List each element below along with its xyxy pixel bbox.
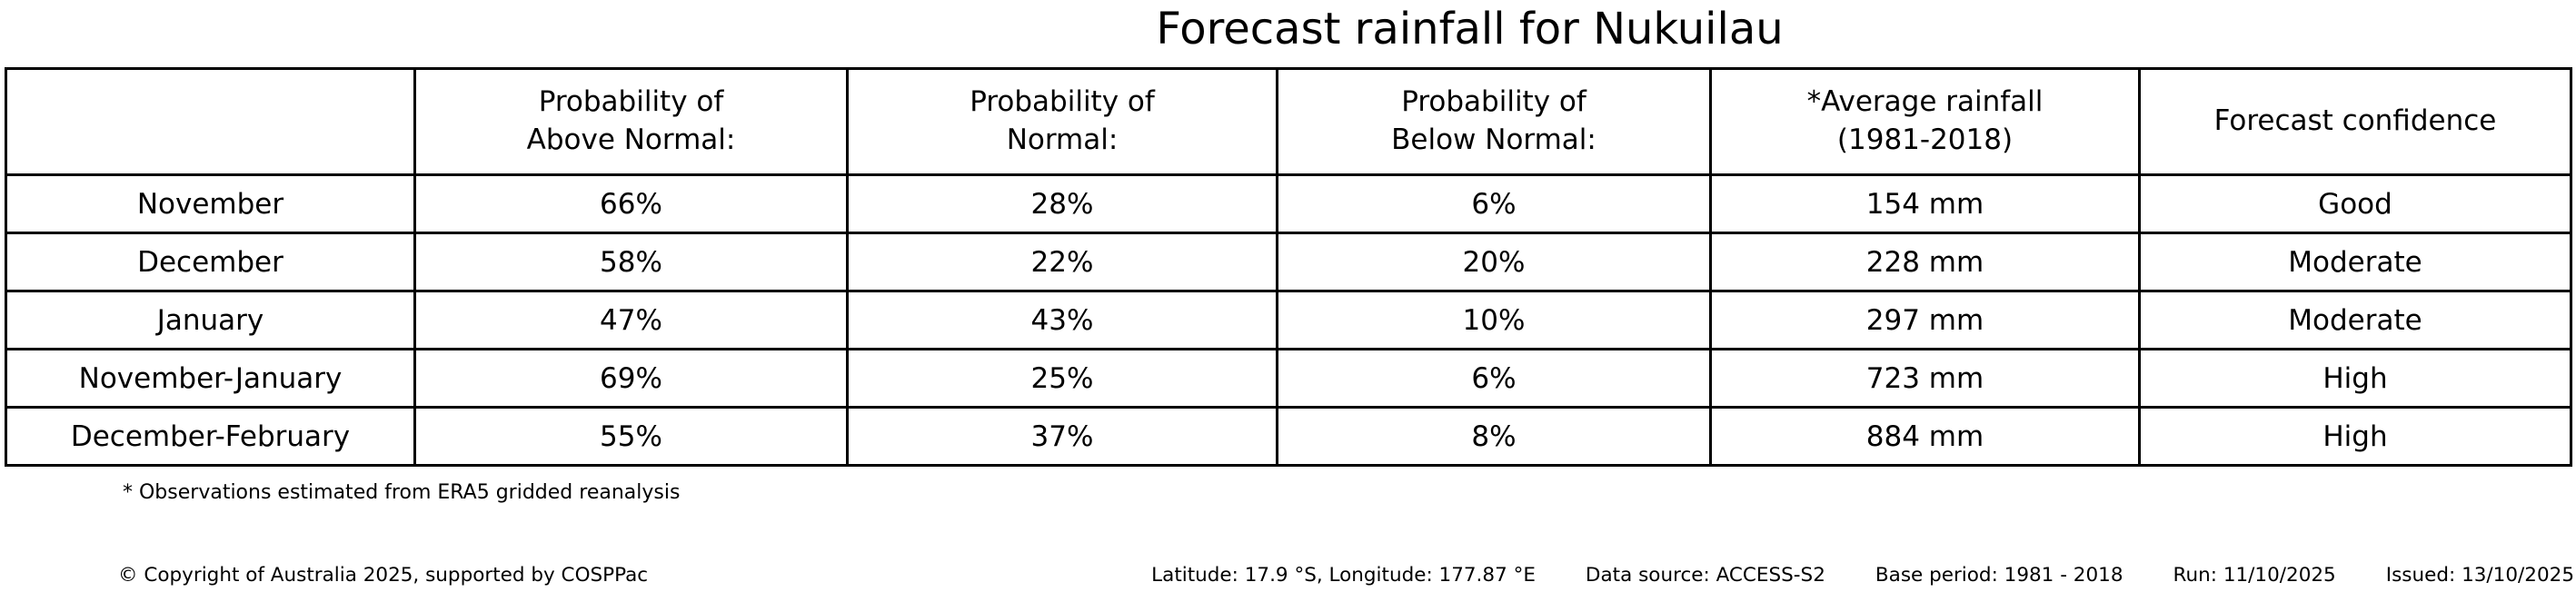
table-row: December-February 55% 37% 8% 884 mm High bbox=[5, 406, 2572, 467]
average-rainfall-cell: 723 mm bbox=[1709, 348, 2141, 409]
issued-date-text: Issued: 13/10/2025 bbox=[2385, 564, 2574, 587]
page-title: Forecast rainfall for Nukuilau bbox=[1156, 4, 1784, 54]
table-row: December 58% 22% 20% 228 mm Moderate bbox=[5, 232, 2572, 292]
normal-cell: 25% bbox=[846, 348, 1278, 409]
forecast-table: Probability of Above Normal: Probability… bbox=[5, 67, 2572, 467]
footer-metadata-bar: © Copyright of Australia 2025, supported… bbox=[0, 564, 2574, 587]
copyright-text: © Copyright of Australia 2025, supported… bbox=[118, 564, 649, 587]
period-cell: December bbox=[5, 232, 416, 292]
below-normal-cell: 10% bbox=[1276, 290, 1712, 350]
below-normal-cell: 8% bbox=[1276, 406, 1712, 467]
observations-footnote: * Observations estimated from ERA5 gridd… bbox=[123, 481, 681, 504]
table-row: November 66% 28% 6% 154 mm Good bbox=[5, 173, 2572, 234]
location-text: Latitude: 17.9 °S, Longitude: 177.87 °E bbox=[1151, 564, 1536, 587]
confidence-cell: Moderate bbox=[2138, 232, 2572, 292]
confidence-cell: High bbox=[2138, 406, 2572, 467]
above-normal-cell: 55% bbox=[413, 406, 849, 467]
header-above-normal: Probability of Above Normal: bbox=[413, 67, 849, 176]
confidence-cell: Good bbox=[2138, 173, 2572, 234]
footer-meta-group: Latitude: 17.9 °S, Longitude: 177.87 °E … bbox=[1151, 564, 2574, 587]
normal-cell: 43% bbox=[846, 290, 1278, 350]
base-period-text: Base period: 1981 - 2018 bbox=[1875, 564, 2123, 587]
header-normal: Probability of Normal: bbox=[846, 67, 1278, 176]
table-row: January 47% 43% 10% 297 mm Moderate bbox=[5, 290, 2572, 350]
run-date-text: Run: 11/10/2025 bbox=[2173, 564, 2336, 587]
header-average-rainfall: *Average rainfall (1981-2018) bbox=[1709, 67, 2141, 176]
table-header-row: Probability of Above Normal: Probability… bbox=[5, 67, 2572, 176]
table-row: November-January 69% 25% 6% 723 mm High bbox=[5, 348, 2572, 409]
period-cell: November bbox=[5, 173, 416, 234]
normal-cell: 22% bbox=[846, 232, 1278, 292]
data-source-text: Data source: ACCESS-S2 bbox=[1585, 564, 1825, 587]
below-normal-cell: 20% bbox=[1276, 232, 1712, 292]
average-rainfall-cell: 884 mm bbox=[1709, 406, 2141, 467]
below-normal-cell: 6% bbox=[1276, 348, 1712, 409]
period-cell: November-January bbox=[5, 348, 416, 409]
period-cell: December-February bbox=[5, 406, 416, 467]
average-rainfall-cell: 297 mm bbox=[1709, 290, 2141, 350]
corner-cell bbox=[5, 67, 416, 176]
header-forecast-confidence: Forecast confidence bbox=[2138, 67, 2572, 176]
below-normal-cell: 6% bbox=[1276, 173, 1712, 234]
header-below-normal: Probability of Below Normal: bbox=[1276, 67, 1712, 176]
above-normal-cell: 47% bbox=[413, 290, 849, 350]
normal-cell: 28% bbox=[846, 173, 1278, 234]
average-rainfall-cell: 154 mm bbox=[1709, 173, 2141, 234]
confidence-cell: High bbox=[2138, 348, 2572, 409]
average-rainfall-cell: 228 mm bbox=[1709, 232, 2141, 292]
confidence-cell: Moderate bbox=[2138, 290, 2572, 350]
above-normal-cell: 66% bbox=[413, 173, 849, 234]
above-normal-cell: 58% bbox=[413, 232, 849, 292]
normal-cell: 37% bbox=[846, 406, 1278, 467]
above-normal-cell: 69% bbox=[413, 348, 849, 409]
period-cell: January bbox=[5, 290, 416, 350]
